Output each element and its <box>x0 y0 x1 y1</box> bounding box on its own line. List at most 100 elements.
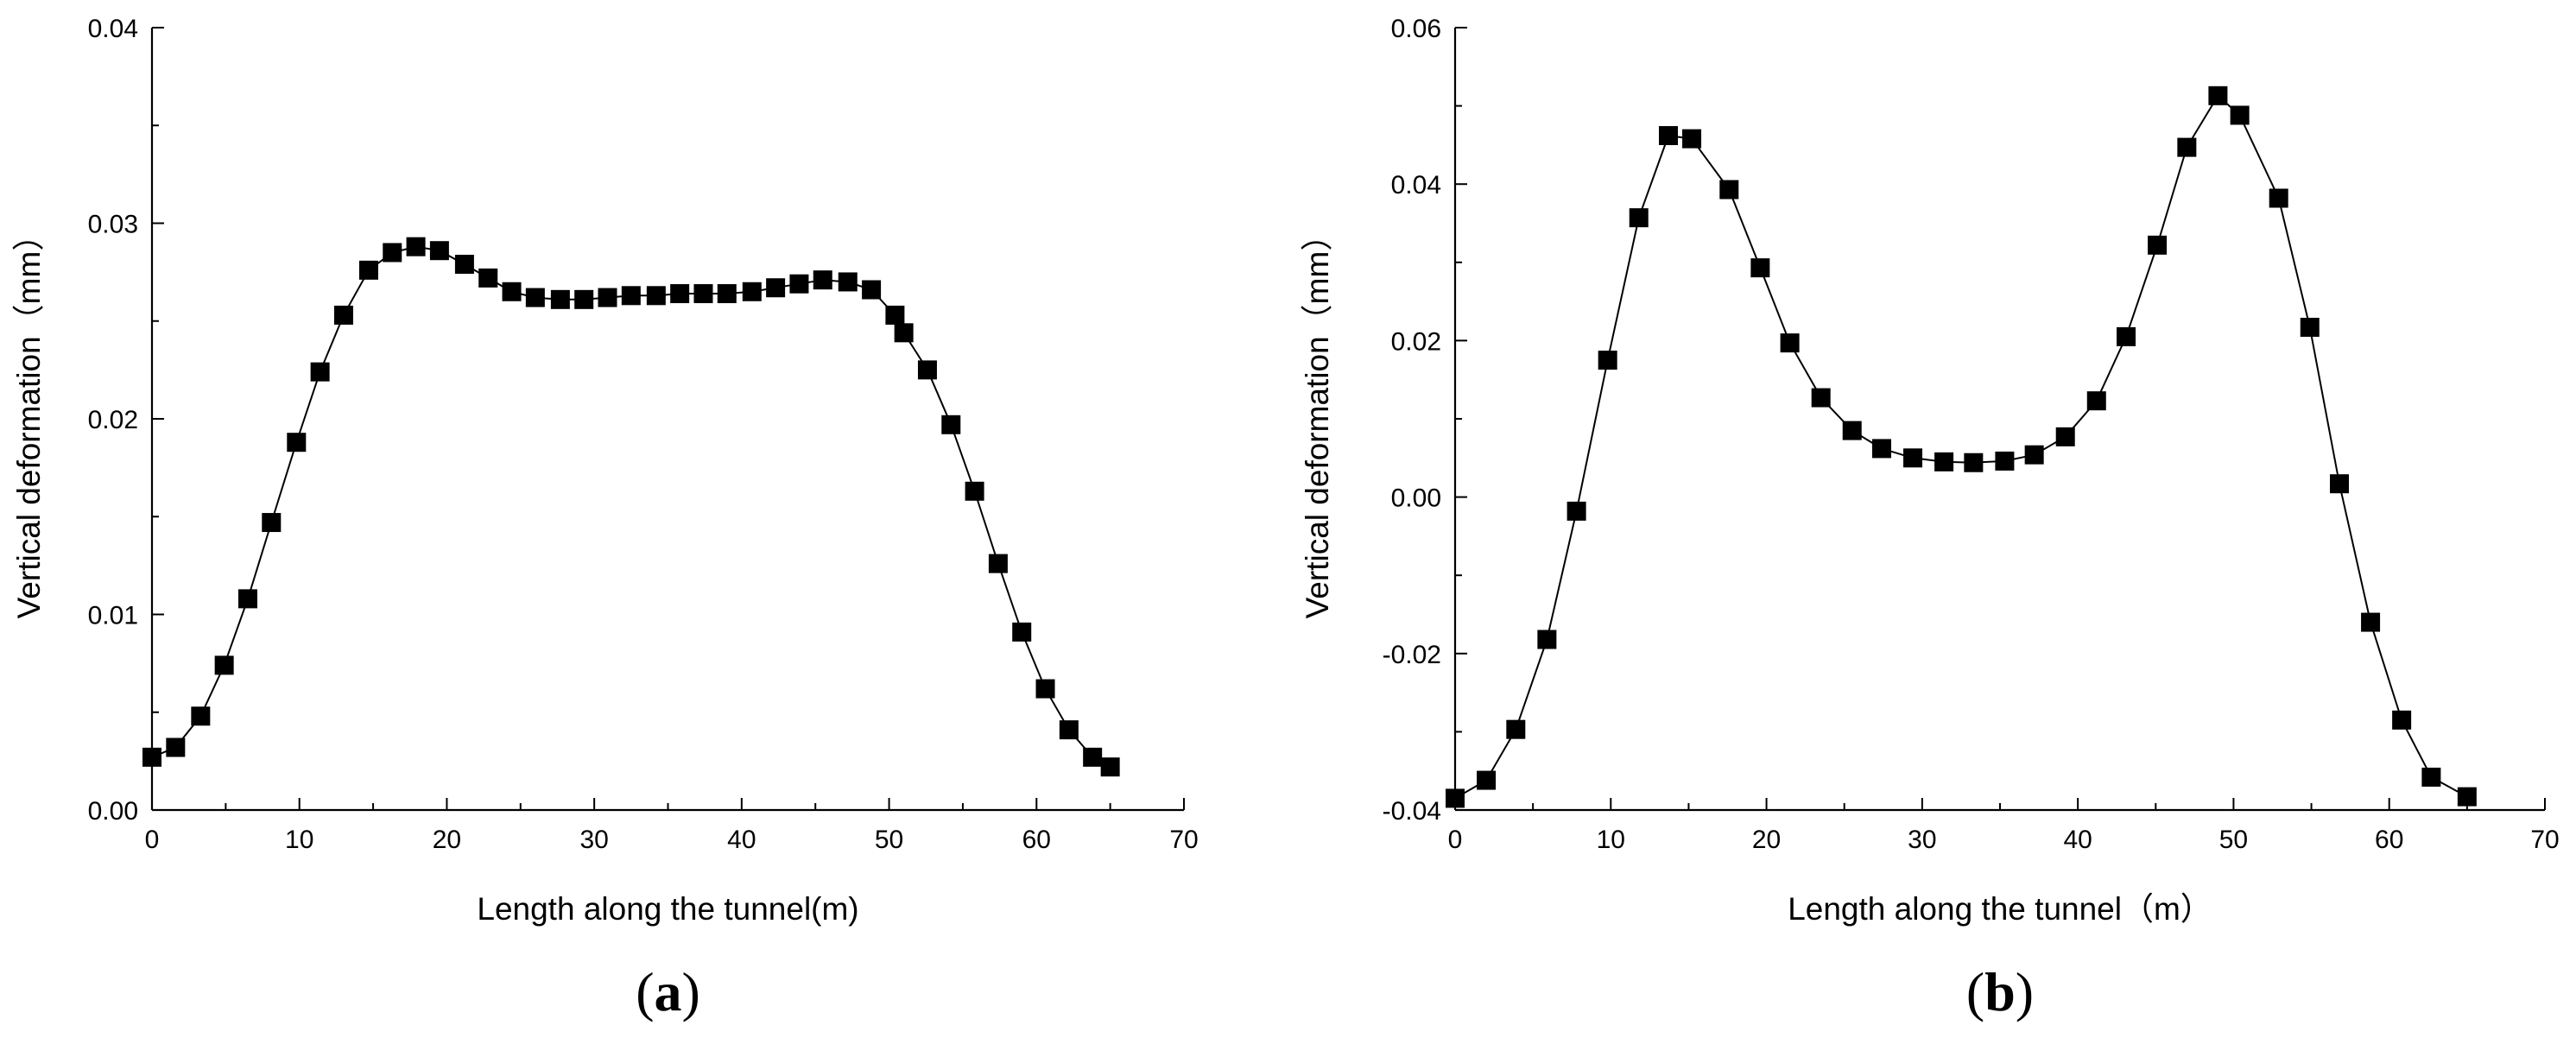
y-tick-label: 0.01 <box>88 602 138 630</box>
x-tick-label: 70 <box>1169 826 1198 854</box>
data-point <box>1811 388 1831 408</box>
data-point <box>1750 258 1770 278</box>
data-point <box>885 305 905 325</box>
x-tick-label: 60 <box>2375 826 2403 854</box>
x-tick-label: 20 <box>1752 826 1781 854</box>
x-tick-label: 40 <box>2063 826 2092 854</box>
data-point <box>1083 747 1103 767</box>
data-point <box>1934 452 1954 472</box>
chart-panel-b: 0 10 20 30 40 50 60 70 -0.04 -0.02 0.00 0.02 0.04 0.0… <box>1300 15 2560 1022</box>
data-point <box>429 241 449 261</box>
chart-panel-a: 0 10 20 30 40 50 60 70 0.00 0.01 0.02 0.03 0.04 Lengt… <box>11 15 1199 1022</box>
data-point <box>525 288 545 307</box>
data-point <box>478 268 498 288</box>
data-point <box>574 289 594 309</box>
data-point <box>166 737 186 757</box>
data-point <box>2269 188 2288 208</box>
data-point <box>2230 105 2250 125</box>
x-axis-title: Length along the tunnel(m) <box>477 891 858 927</box>
data-point <box>1506 719 1526 739</box>
y-tick-label: 0.02 <box>1391 327 1441 356</box>
panel-label-letter: b <box>1984 961 2016 1022</box>
x-tick-label: 60 <box>1022 826 1051 854</box>
x-tick-label: 0 <box>145 826 160 854</box>
data-point <box>2392 710 2412 730</box>
data-point <box>502 282 522 301</box>
series-line <box>1454 94 2468 800</box>
data-point <box>917 360 937 380</box>
data-point <box>2330 474 2350 494</box>
data-point <box>621 286 641 306</box>
data-point <box>1780 333 1800 353</box>
data-point <box>262 513 282 533</box>
data-point <box>2421 767 2441 787</box>
data-point <box>1871 439 1891 459</box>
x-tick-label: 0 <box>1448 826 1463 854</box>
panel-label: (a) <box>636 961 700 1022</box>
data-point <box>965 481 984 501</box>
data-point <box>598 288 617 307</box>
y-tick-label: -0.02 <box>1383 641 1441 669</box>
data-point <box>789 274 809 294</box>
data-point <box>2457 787 2477 807</box>
data-point <box>454 255 474 275</box>
y-axis-title: Vertical deformation（mm） <box>11 219 47 619</box>
x-tick-label: 50 <box>875 826 903 854</box>
data-point <box>1477 770 1497 790</box>
y-tick-label: 0.03 <box>88 211 138 239</box>
data-point <box>2208 85 2228 105</box>
data-point <box>1537 630 1557 649</box>
data-point <box>1995 451 2015 471</box>
data-point <box>237 589 257 609</box>
y-tick-label: 0.06 <box>1391 15 1441 43</box>
data-point <box>2148 235 2168 255</box>
data-point <box>941 415 961 434</box>
data-point <box>2300 317 2320 337</box>
data-point <box>693 284 713 304</box>
data-point <box>287 433 307 453</box>
data-point <box>813 270 832 290</box>
data-point <box>1446 788 1465 808</box>
panel-label-paren-close: ) <box>682 961 700 1022</box>
data-point <box>406 237 426 256</box>
data-point <box>2361 612 2381 632</box>
data-point <box>214 655 234 675</box>
panel-label-paren-close: ) <box>2016 961 2034 1022</box>
data-point <box>1964 453 1984 472</box>
data-point <box>2177 137 2197 157</box>
y-tick-label: 0.04 <box>88 15 138 43</box>
x-tick-label: 20 <box>433 826 461 854</box>
x-tick-label: 40 <box>727 826 756 854</box>
x-tick-label: 70 <box>2530 826 2559 854</box>
data-point <box>1629 208 1649 228</box>
x-tick-label: 50 <box>2219 826 2248 854</box>
data-point <box>1903 448 1923 468</box>
x-tick-label: 10 <box>1597 826 1625 854</box>
y-tick-label: 0.00 <box>1391 484 1441 513</box>
data-point <box>1719 180 1739 199</box>
data-point <box>838 272 858 292</box>
data-point <box>1059 720 1079 740</box>
y-tick-label: -0.04 <box>1383 797 1441 826</box>
y-tick-label: 0.02 <box>88 406 138 434</box>
data-point <box>1658 126 1678 146</box>
x-tick-label: 30 <box>1908 826 1936 854</box>
data-point <box>717 284 737 304</box>
data-point <box>1035 679 1055 699</box>
data-point <box>333 305 353 325</box>
data-point <box>2117 326 2136 346</box>
data-point <box>550 289 570 309</box>
data-point <box>1842 421 1862 440</box>
panel-label-paren-open: ( <box>636 961 654 1022</box>
data-point <box>358 260 378 280</box>
y-tick-label: 0.00 <box>88 797 138 826</box>
data-point <box>1598 351 1617 370</box>
data-point <box>988 554 1008 573</box>
y-axis-title: Vertical deformation（mm） <box>1300 219 1335 619</box>
data-point <box>310 362 330 382</box>
data-point <box>646 286 666 306</box>
data-point <box>862 280 882 300</box>
data-point <box>383 243 402 263</box>
panel-label: (b) <box>1966 961 2034 1022</box>
